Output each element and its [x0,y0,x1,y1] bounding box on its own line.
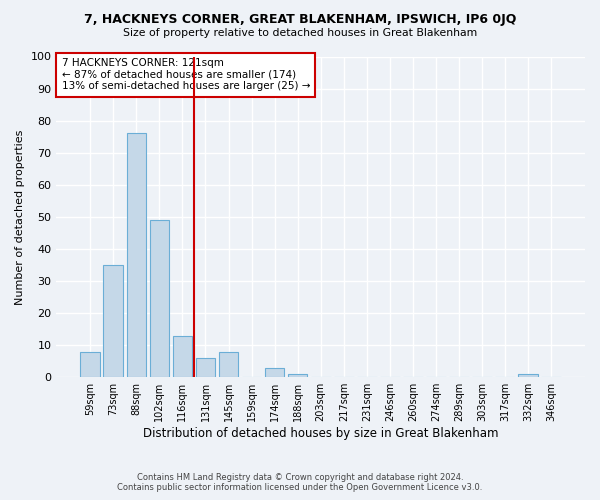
Y-axis label: Number of detached properties: Number of detached properties [15,129,25,304]
Bar [127,134,146,377]
Bar [173,336,192,377]
Text: Size of property relative to detached houses in Great Blakenham: Size of property relative to detached ho… [123,28,477,38]
Bar [265,368,284,377]
Text: 7 HACKNEYS CORNER: 121sqm
← 87% of detached houses are smaller (174)
13% of semi: 7 HACKNEYS CORNER: 121sqm ← 87% of detac… [62,58,310,92]
Bar [518,374,538,377]
Bar [219,352,238,377]
Bar [288,374,307,377]
Text: 7, HACKNEYS CORNER, GREAT BLAKENHAM, IPSWICH, IP6 0JQ: 7, HACKNEYS CORNER, GREAT BLAKENHAM, IPS… [84,12,516,26]
Bar [149,220,169,377]
Bar [196,358,215,377]
Text: Contains HM Land Registry data © Crown copyright and database right 2024.
Contai: Contains HM Land Registry data © Crown c… [118,473,482,492]
Bar [80,352,100,377]
Bar [103,265,123,377]
X-axis label: Distribution of detached houses by size in Great Blakenham: Distribution of detached houses by size … [143,427,499,440]
